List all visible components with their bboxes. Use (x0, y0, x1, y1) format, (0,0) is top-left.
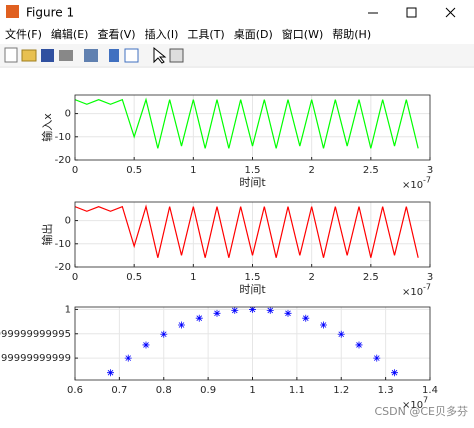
star-marker (107, 369, 114, 377)
link-icon[interactable] (84, 49, 98, 62)
star-marker (124, 354, 132, 362)
y-tick-label: 0 (65, 216, 71, 227)
x-tick-label: 1 (249, 385, 255, 396)
x-tick-label: 2 (308, 272, 314, 283)
x-exponent-power: 7 (423, 396, 428, 405)
y-tick-label: 0 (65, 109, 71, 120)
toolbar-icons (4, 46, 184, 64)
menu-item[interactable]: 文件(F) (5, 27, 42, 41)
pointer-icon[interactable] (153, 46, 167, 64)
print-icon[interactable] (59, 50, 73, 61)
y-axis-label: 输入x (40, 113, 54, 142)
menu-item[interactable]: 插入(I) (145, 27, 179, 41)
x-exponent: ×10 (402, 400, 423, 411)
x-tick-label: 1 (190, 165, 196, 176)
y-tick-label: 0.99999999999 (0, 353, 71, 364)
x-tick-label: 3 (427, 272, 433, 283)
axes-box (74, 201, 431, 268)
x-tick-label: 1.1 (289, 385, 305, 396)
window-title: Figure 1 (26, 6, 74, 20)
data-marks (75, 204, 419, 258)
y-tick-label: -10 (55, 132, 71, 143)
star-marker (373, 354, 381, 362)
close[interactable] (445, 7, 456, 18)
maximize[interactable] (406, 7, 417, 18)
y-tick-label: -20 (55, 262, 71, 273)
menu-item[interactable]: 窗口(W) (282, 27, 323, 41)
x-tick-label: 1.3 (378, 385, 394, 396)
x-exponent-power: -7 (423, 283, 431, 292)
menu-item[interactable]: 编辑(E) (51, 27, 89, 41)
x-tick-label: 1.5 (245, 165, 261, 176)
watermark: CSDN @CE贝多芬 (375, 404, 469, 418)
x-tick-label: 0 (72, 272, 78, 283)
y-tick-label: -10 (55, 239, 71, 250)
y-axis-label: 输出 (40, 224, 54, 246)
data-marks (75, 97, 419, 149)
x-tick-label: 2 (308, 165, 314, 176)
star-marker (160, 330, 168, 338)
x-tick-label: 0.6 (67, 385, 83, 396)
signal-line (75, 204, 419, 258)
star-marker (178, 321, 185, 329)
x-axis-label: 时间t (239, 176, 266, 189)
new-icon[interactable] (4, 47, 18, 63)
star-marker (142, 341, 150, 349)
signal-line (75, 97, 419, 149)
y-tick-label: 1 (65, 304, 71, 315)
open-icon[interactable] (21, 49, 37, 62)
star-marker (355, 341, 363, 349)
x-tick-label: 3 (427, 165, 433, 176)
x-tick-label: 1 (190, 272, 196, 283)
x-tick-label: 2.5 (363, 272, 379, 283)
axes-box (74, 306, 431, 381)
x-tick-label: 0.9 (200, 385, 216, 396)
x-exponent-power: -7 (423, 176, 431, 185)
app-icon (6, 5, 19, 18)
menu-bar (0, 24, 474, 44)
menu-item[interactable]: 查看(V) (97, 27, 135, 41)
star-marker (266, 307, 274, 314)
star-marker (231, 307, 239, 314)
y-tick-label: -20 (55, 155, 71, 166)
menu-item[interactable]: 工具(T) (187, 28, 224, 41)
star-marker (391, 369, 398, 377)
x-tick-label: 2.5 (363, 165, 379, 176)
star-marker (195, 314, 203, 322)
x-exponent: ×10 (402, 180, 423, 191)
colorbar-icon[interactable] (109, 49, 119, 62)
x-tick-label: 0.7 (111, 385, 127, 396)
save-icon[interactable] (41, 49, 54, 62)
axes-box (74, 94, 431, 161)
x-tick-label: 1.5 (245, 272, 261, 283)
x-tick-label: 0.5 (126, 165, 142, 176)
menu-item[interactable]: 桌面(D) (234, 28, 273, 41)
menu-item[interactable]: 帮助(H) (332, 27, 371, 41)
star-marker (249, 307, 256, 313)
star-marker (302, 314, 310, 322)
star-marker (320, 321, 327, 329)
x-exponent: ×10 (402, 287, 423, 298)
inspector-icon[interactable] (169, 48, 184, 63)
star-marker (213, 309, 221, 317)
legend-icon[interactable] (124, 48, 139, 63)
x-axis-label: 时间t (239, 283, 266, 296)
title-bar (0, 0, 474, 24)
star-marker (284, 309, 292, 317)
x-tick-label: 0.8 (156, 385, 172, 396)
x-tick-label: 1.2 (333, 385, 349, 396)
x-tick-label: 0.5 (126, 272, 142, 283)
data-marks (107, 307, 398, 377)
star-marker (337, 330, 345, 338)
x-tick-label: 0 (72, 165, 78, 176)
x-tick-label: 1.4 (422, 385, 438, 396)
